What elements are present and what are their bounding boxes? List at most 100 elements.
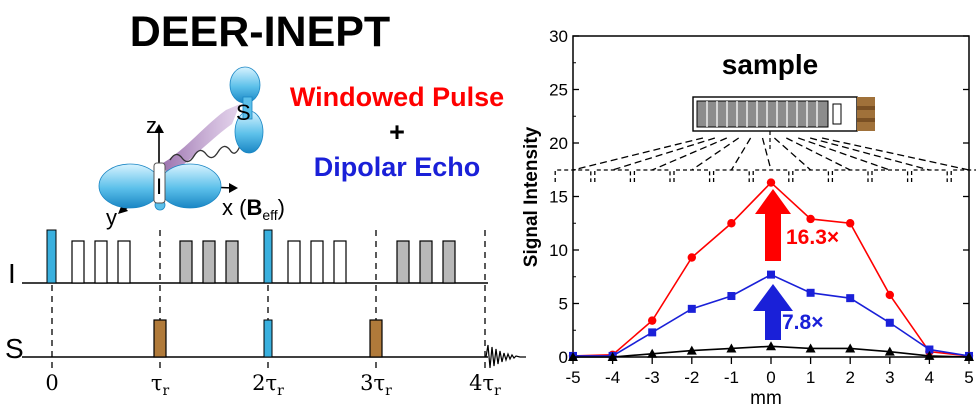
y-tick-label: 10 [549,241,568,260]
data-point [766,341,776,351]
sample-tube [692,96,875,151]
data-point [884,346,895,356]
slice-bracket [831,169,869,182]
channel-label-s: S [5,333,24,364]
data-point [806,288,815,297]
x-tick-label: 1 [806,368,815,387]
data-point [648,316,657,325]
data-point [727,219,736,228]
i-pulse-window [310,240,324,284]
fan-line [786,137,851,171]
i-pulse-gray [442,240,456,284]
s-spin-label: S [236,100,251,125]
data-point [885,318,894,327]
i-pulse-window [333,240,347,284]
data-point [846,219,855,228]
data-point [885,290,894,300]
fid-signal [485,344,526,369]
i-pulse-window [117,240,131,284]
fan-line [821,137,970,171]
s-pulse-brown-1 [153,319,167,358]
data-point [687,253,696,262]
i-spin-label: I [156,174,162,199]
slice-bracket [594,169,632,182]
time-label-1: τr [151,371,170,399]
data-point [805,343,816,353]
x-tick-label: -2 [684,368,699,387]
data-point [726,343,737,353]
i-orbital-right-lobe [158,163,222,209]
slice-bracket [673,169,711,182]
fan-line [612,137,716,171]
data-point [727,292,736,301]
i-pulse-gray [396,240,410,284]
channel-label-i: I [8,258,16,289]
tube-cap [857,97,875,131]
plus-sign: + [389,117,405,147]
y-tick-label: 15 [549,188,568,207]
data-point [647,348,658,358]
data-point [924,350,935,360]
y-tick-label: 20 [549,134,568,153]
time-label-0: 0 [45,371,58,395]
slice-bracket [633,169,671,182]
data-point [964,352,974,361]
i-pulse-window [94,240,108,284]
time-label-3: 3τr [360,371,392,399]
slice-bracket [950,169,976,182]
annotation-red: 16.3× [786,226,839,249]
data-point [766,178,776,187]
time-label-2: 2τr [252,371,284,399]
s-pulse-blue-2 [263,319,273,358]
data-point [846,294,855,303]
data-point [568,352,578,361]
pulse-sequence: I S [5,229,526,399]
slice-bracket [792,169,830,182]
data-point [687,304,696,313]
windowed-pulse-label: Windowed Pulse [290,82,504,112]
dipolar-echo-label: Dipolar Echo [314,152,481,182]
coupling-squiggle [169,145,241,163]
data-point [686,345,697,355]
data-point [607,352,618,361]
x-tick-label: 3 [885,368,894,387]
x-axis-title: mm [750,388,782,409]
slice-bracket [712,169,750,182]
x-tick-label: -1 [724,368,739,387]
fan-line [773,137,812,171]
orbital-illustration: S z y x (Beff) I [98,66,285,230]
fan-line [809,137,930,171]
x-axis-label: x (Beff) [222,195,285,223]
i-pulse-window [71,240,85,284]
fan-line [572,137,704,171]
enhancement-arrow-blue [753,284,793,340]
slice-bracket [910,169,948,182]
chart-title: sample [722,49,819,80]
i-orbital-left-lobe [98,163,162,209]
i-pulse-gray [419,240,433,284]
slice-bracket [871,169,909,182]
x-tick-label: 5 [964,368,973,387]
x-tick-label: 4 [925,368,934,387]
i-pulse-window [287,240,301,284]
z-axis-label: z [146,113,157,138]
y-tick-label: 30 [549,27,568,46]
data-point [845,343,856,353]
fan-line [798,137,891,171]
fan-line [691,137,740,171]
chart: sample 0 5 10 15 20 25 30 -5 -4 -3 -2 -1 0 1 2 3 4 5 [521,27,976,409]
x-tick-label: -4 [605,368,620,387]
y-tick-label: 5 [559,295,568,314]
y-tick-label: 0 [559,348,568,367]
enhancement-arrow-red [755,189,791,261]
annotation-blue: 7.8× [782,311,823,334]
s-pulse-brown-3 [369,319,383,358]
x-tick-label: 2 [845,368,854,387]
data-point [925,345,934,354]
fan-line [730,137,752,171]
y-axis-title: Signal Intensity [521,126,542,267]
data-point [806,214,815,224]
data-point [648,328,657,337]
time-label-4: 4τr [469,371,501,399]
